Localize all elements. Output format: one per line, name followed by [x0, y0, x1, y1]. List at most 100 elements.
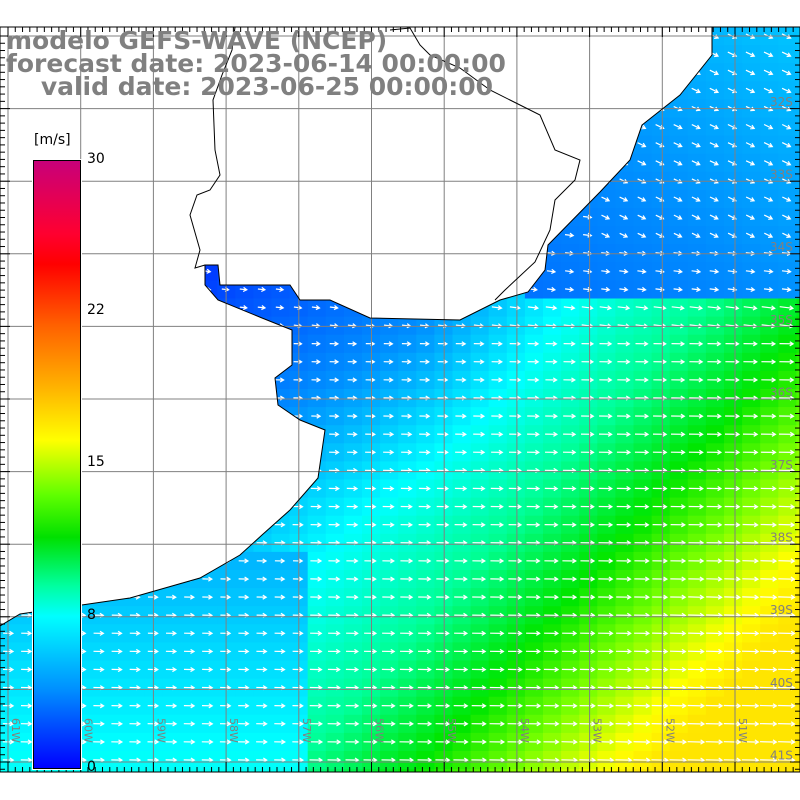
wind-arrow	[346, 504, 359, 510]
speed-cell	[307, 443, 327, 462]
wind-arrow	[687, 666, 705, 673]
wind-arrow	[565, 286, 575, 293]
wind-arrow	[399, 703, 414, 709]
speed-cell	[235, 389, 254, 408]
wind-arrow	[21, 630, 33, 636]
speed-cell	[380, 208, 399, 227]
speed-cell	[162, 262, 182, 281]
speed-cell	[561, 189, 580, 209]
speed-cell	[199, 153, 218, 173]
wind-arrow	[508, 522, 523, 528]
wind-arrow	[528, 69, 539, 75]
wind-arrow	[562, 522, 577, 528]
wind-arrow	[384, 160, 393, 166]
speed-cell	[796, 262, 800, 281]
speed-cell	[0, 606, 19, 625]
wind-arrow	[778, 648, 796, 655]
wind-arrow	[691, 286, 702, 293]
speed-cell	[108, 389, 128, 408]
speed-cell	[181, 226, 200, 245]
speed-cell	[343, 262, 363, 281]
wind-arrow	[671, 305, 685, 311]
wind-arrow	[417, 757, 433, 763]
wind-arrow	[94, 485, 104, 492]
wind-arrow	[763, 142, 774, 148]
wind-arrow	[764, 232, 774, 238]
speed-cell	[253, 443, 272, 462]
wind-arrow	[293, 377, 303, 383]
speed-cell	[54, 769, 73, 772]
speed-cell	[126, 262, 146, 281]
wind-arrow	[742, 594, 760, 600]
wind-arrow	[256, 666, 268, 673]
wind-arrow	[634, 522, 650, 528]
wind-arrow	[652, 431, 668, 437]
wind-arrow	[436, 485, 450, 492]
wind-arrow	[348, 142, 357, 148]
wind-arrow	[473, 341, 485, 347]
speed-cell	[796, 389, 800, 408]
wind-arrow	[274, 594, 286, 600]
wind-arrow	[202, 522, 213, 528]
wind-arrow	[221, 431, 231, 437]
wind-arrow	[347, 341, 358, 347]
wind-arrow	[22, 341, 31, 347]
wind-arrow	[598, 522, 614, 528]
wind-arrow	[184, 449, 195, 455]
wind-arrow	[599, 377, 613, 383]
wind-arrow	[113, 377, 122, 383]
wind-arrow	[509, 287, 521, 293]
wind-arrow	[401, 431, 413, 437]
wind-arrow	[473, 431, 486, 437]
wind-arrow	[544, 630, 560, 636]
wind-arrow	[508, 504, 523, 510]
wind-arrow	[420, 214, 430, 220]
wind-arrow	[364, 576, 377, 582]
speed-cell	[108, 497, 128, 517]
wind-arrow	[598, 485, 613, 492]
wind-arrow	[745, 87, 756, 94]
wind-arrow	[274, 739, 286, 745]
wind-arrow	[329, 413, 340, 419]
wind-arrow	[312, 196, 321, 202]
wind-arrow	[346, 630, 359, 636]
wind-arrow	[579, 739, 597, 745]
wind-arrow	[184, 558, 195, 564]
wind-arrow	[492, 214, 503, 220]
wind-arrow	[637, 286, 647, 293]
wind-arrow	[239, 431, 249, 437]
wind-arrow	[652, 630, 669, 636]
wind-arrow	[131, 377, 140, 383]
wind-arrow	[508, 630, 523, 636]
wind-arrow	[401, 377, 412, 383]
wind-arrow	[111, 576, 123, 582]
wind-arrow	[619, 286, 629, 293]
coastline-north	[389, 27, 581, 301]
wind-arrow	[687, 739, 706, 745]
wind-arrow	[615, 648, 632, 655]
speed-cell	[796, 117, 800, 137]
wind-arrow	[383, 413, 394, 419]
wind-arrow	[399, 739, 415, 745]
wind-arrow	[709, 286, 720, 293]
wind-arrow	[544, 558, 559, 564]
wind-arrow	[472, 485, 486, 492]
wind-arrow	[564, 214, 575, 220]
wind-arrow	[580, 558, 596, 564]
wind-arrow	[525, 648, 541, 655]
wind-arrow	[653, 359, 667, 365]
speed-cell	[199, 298, 218, 318]
wind-arrow	[381, 648, 396, 655]
wind-arrow	[256, 576, 268, 582]
speed-cell	[181, 551, 200, 571]
wind-arrow	[619, 51, 629, 57]
wind-arrow	[669, 739, 688, 745]
wind-arrow	[220, 485, 231, 492]
speed-cell	[90, 425, 110, 444]
wind-arrow	[709, 142, 719, 148]
wind-arrow	[582, 142, 593, 148]
wind-arrow	[706, 558, 723, 564]
wind-arrow	[111, 703, 123, 709]
wind-arrow	[579, 703, 596, 709]
